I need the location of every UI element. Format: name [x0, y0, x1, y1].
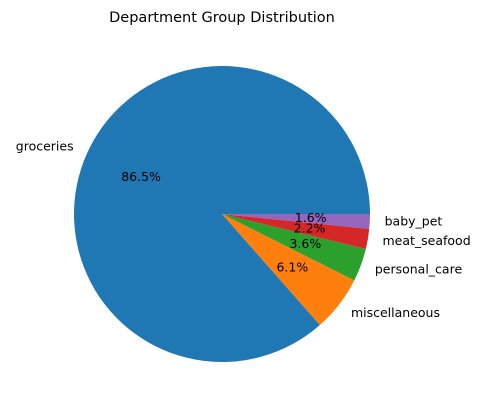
pie-slice-baby-pet — [222, 214, 370, 229]
pie-slice-meat-seafood — [222, 214, 370, 250]
slice-pct-miscellaneous: 6.1% — [276, 260, 308, 275]
slice-pct-personal-care: 3.6% — [289, 236, 321, 251]
pie-slice-personal-care — [222, 214, 366, 281]
slice-pct-baby-pet: 1.6% — [295, 210, 327, 225]
slice-label-baby-pet: baby_pet — [385, 214, 443, 229]
pie-slice-miscellaneous — [222, 214, 355, 326]
slice-pct-groceries: 86.5% — [121, 169, 161, 184]
pie-labels: groceries 86.5% miscellaneous 6.1% personal_… — [16, 139, 471, 320]
slice-label-miscellaneous: miscellaneous — [351, 305, 440, 320]
chart-title: Department Group Distribution — [109, 10, 335, 26]
pie-slices — [74, 66, 370, 362]
slice-label-groceries: groceries — [16, 139, 74, 154]
slice-pct-meat-seafood: 2.2% — [294, 220, 326, 235]
slice-label-personal-care: personal_care — [375, 262, 463, 277]
slice-label-meat-seafood: meat_seafood — [382, 233, 470, 248]
